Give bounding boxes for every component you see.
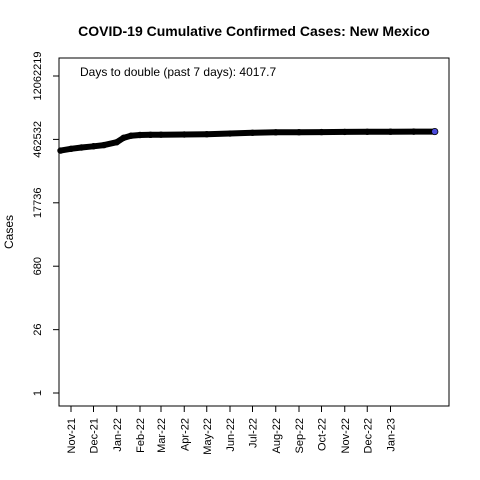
data-point <box>181 131 188 138</box>
y-tick-label: 12062219 <box>32 52 44 101</box>
data-point <box>147 131 154 139</box>
data-point <box>387 128 394 135</box>
data-point <box>364 128 371 135</box>
y-tick-label: 26 <box>32 324 44 336</box>
data-point <box>90 143 97 150</box>
x-tick-label: Aug-22 <box>271 418 283 453</box>
data-point <box>203 130 210 138</box>
x-tick-label: Jul-22 <box>248 418 260 448</box>
data-point <box>226 130 234 137</box>
x-tick-label: Oct-22 <box>317 418 329 451</box>
data-point <box>318 128 325 136</box>
series-layer <box>57 127 439 154</box>
x-tick-label: Dec-21 <box>89 418 101 453</box>
data-point <box>100 141 108 149</box>
y-tick-label: 17736 <box>32 188 44 219</box>
y-tick-label: 1 <box>32 390 44 396</box>
y-axis: 1 26 680 17736 462532 12062219 <box>32 52 59 396</box>
plot-area <box>58 57 450 407</box>
data-point <box>127 132 135 139</box>
data-point <box>78 144 85 151</box>
y-tick-label: 680 <box>32 257 44 275</box>
data-point <box>57 147 64 154</box>
data-point <box>295 128 303 136</box>
x-tick-label: Nov-21 <box>66 418 78 453</box>
y-tick-label: 462532 <box>32 121 44 158</box>
data-point <box>157 131 165 138</box>
x-tick-label: Nov-22 <box>340 418 352 453</box>
data-point <box>136 131 144 139</box>
x-tick-label: May-22 <box>202 418 214 455</box>
data-point <box>272 129 279 136</box>
x-tick-label: Sep-22 <box>294 418 306 453</box>
x-tick-label: Jun-22 <box>225 418 237 452</box>
data-point <box>67 145 75 153</box>
x-tick-label: Dec-22 <box>362 418 374 453</box>
data-point <box>113 139 120 146</box>
x-tick-label: Jan-22 <box>112 418 124 452</box>
data-point <box>120 134 127 142</box>
x-tick-label: Jan-23 <box>386 418 398 452</box>
x-tick-label: Mar-22 <box>156 418 168 453</box>
x-axis: Nov-21 Dec-21 Jan-22 Feb-22 Mar-22 Apr-22 May-… <box>66 406 398 455</box>
chart-title: COVID-19 Cumulative Confirmed Cases: New… <box>78 23 430 39</box>
data-point <box>410 128 417 135</box>
x-tick-label: Feb-22 <box>135 418 147 453</box>
x-tick-label: Apr-22 <box>179 418 191 451</box>
last-data-point <box>431 127 439 136</box>
data-point <box>341 128 348 136</box>
y-axis-label: Cases <box>2 215 16 249</box>
data-point <box>249 129 256 136</box>
annotation-doubling: Days to double (past 7 days): 4017.7 <box>80 65 276 79</box>
